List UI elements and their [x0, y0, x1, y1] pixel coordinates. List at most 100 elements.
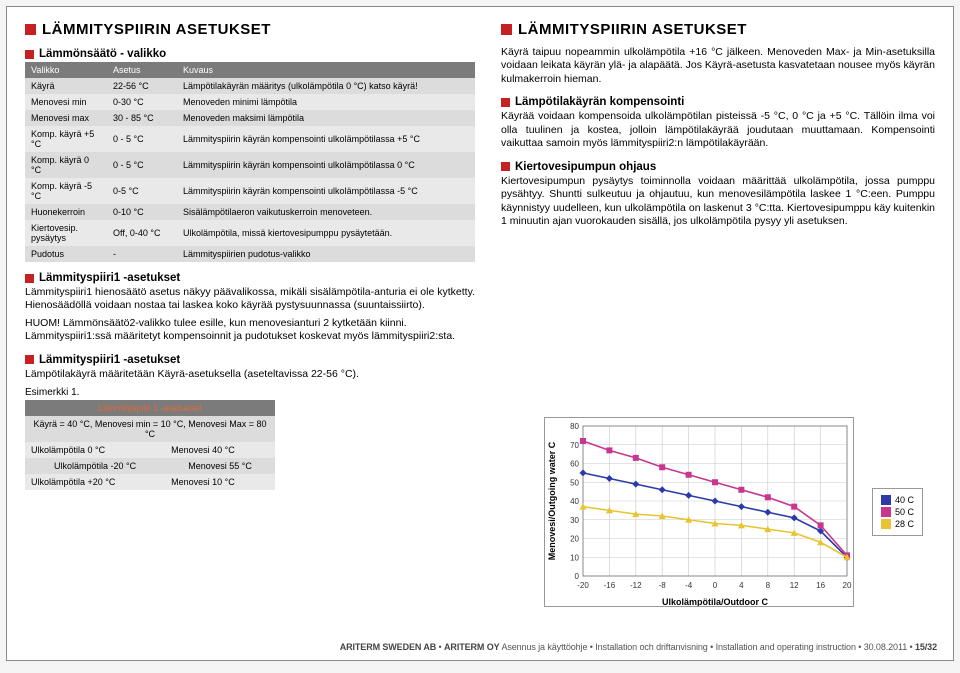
legend-swatch	[881, 519, 891, 529]
ex-sub: Käyrä = 40 °C, Menovesi min = 10 °C, Men…	[25, 416, 275, 442]
page-footer: ARITERM SWEDEN AB • ARITERM OY Asennus j…	[340, 642, 937, 652]
table-cell: Komp. käyrä +5 °C	[25, 126, 107, 152]
table-cell: Ulkolämpötila, missä kiertovesipumppu py…	[177, 220, 475, 246]
red-square-icon	[501, 24, 512, 35]
table-cell: Menovesi 40 °C	[165, 442, 275, 458]
table-cell: Komp. käyrä 0 °C	[25, 152, 107, 178]
svg-text:0: 0	[713, 581, 718, 590]
legend-label: 28 C	[895, 519, 914, 529]
svg-text:50: 50	[570, 478, 579, 487]
table-cell: Lämmityspiirien pudotus-valikko	[177, 246, 475, 262]
table-cell: Menovesi 10 °C	[165, 474, 275, 490]
table-header-row: Valikko Asetus Kuvaus	[25, 62, 475, 78]
table-cell: 22-56 °C	[107, 78, 177, 94]
page: LÄMMITYSPIIRIN ASETUKSET Lämmönsäätö - v…	[6, 6, 954, 661]
table-cell: 0-30 °C	[107, 94, 177, 110]
svg-text:Ulkolämpötila/Outdoor C: Ulkolämpötila/Outdoor C	[662, 597, 769, 607]
svg-text:10: 10	[570, 553, 579, 562]
table-cell: Ulkolämpötila -20 °C	[25, 458, 165, 474]
right-s1-title: Lämpötilakäyrän kompensointi	[501, 96, 935, 108]
table-row: Huonekerroin0-10 °CSisälämpötilaeron vai…	[25, 204, 475, 220]
right-p1: Käyrä taipuu nopeammin ulkolämpötila +16…	[501, 46, 935, 86]
legend-item: 28 C	[881, 519, 914, 529]
header-right: LÄMMITYSPIIRIN ASETUKSET	[501, 21, 935, 38]
footer-b: ARITERM OY	[444, 642, 500, 652]
right-s2-body: Kiertovesipumpun pysäytys toiminnolla vo…	[501, 175, 935, 229]
svg-text:-4: -4	[685, 581, 693, 590]
svg-text:20: 20	[843, 581, 852, 590]
legend-label: 40 C	[895, 495, 914, 505]
table-cell: 0 - 5 °C	[107, 126, 177, 152]
table-cell: 0-5 °C	[107, 178, 177, 204]
table-row: Ulkolämpötila -20 °CMenovesi 55 °C	[25, 458, 275, 474]
example-table: Lämmityspiiri 1 -asetukset Käyrä = 40 °C…	[25, 400, 275, 490]
svg-text:-8: -8	[659, 581, 667, 590]
svg-text:30: 30	[570, 516, 579, 525]
right-s1-body: Käyrää voidaan kompensoida ulkolämpötila…	[501, 110, 935, 150]
table-row: Menovesi max30 - 85 °CMenoveden maksimi …	[25, 110, 475, 126]
section1-title-text: Lämmityspiiri1 -asetukset	[39, 272, 180, 284]
table-row: Ulkolämpötila 0 °CMenovesi 40 °C	[25, 442, 275, 458]
svg-text:20: 20	[570, 535, 579, 544]
legend-item: 40 C	[881, 495, 914, 505]
table-cell: Menovesi max	[25, 110, 107, 126]
section2-body: Lämpötilakäyrä määritetään Käyrä-asetuks…	[25, 368, 475, 381]
svg-text:60: 60	[570, 460, 579, 469]
table-cell: Lämmityspiirin käyrän kompensointi ulkol…	[177, 126, 475, 152]
line-chart: 01020304050607080-20-16-12-8-4048121620U…	[544, 417, 854, 607]
svg-text:Menovesi/Outgoing water C: Menovesi/Outgoing water C	[547, 441, 557, 560]
table-row: Komp. käyrä -5 °C0-5 °CLämmityspiirin kä…	[25, 178, 475, 204]
table-cell: Lämmityspiirin käyrän kompensointi ulkol…	[177, 178, 475, 204]
red-square-icon	[25, 355, 34, 364]
section2-title: Lämmityspiiri1 -asetukset	[25, 354, 475, 366]
settings-table: Valikko Asetus Kuvaus Käyrä22-56 °CLämpö…	[25, 62, 475, 262]
ex-header: Lämmityspiiri 1 -asetukset	[25, 400, 275, 416]
col-kuvaus: Kuvaus	[177, 62, 475, 78]
table-cell: Sisälämpötilaeron vaikutuskerroin menove…	[177, 204, 475, 220]
table-row: Käyrä22-56 °CLämpötilakäyrän määritys (u…	[25, 78, 475, 94]
svg-text:70: 70	[570, 441, 579, 450]
table-row: Komp. käyrä 0 °C0 - 5 °CLämmityspiirin k…	[25, 152, 475, 178]
svg-text:8: 8	[766, 581, 771, 590]
right-s2-title-text: Kiertovesipumpun ohjaus	[515, 161, 656, 173]
table-cell: 0 - 5 °C	[107, 152, 177, 178]
table-cell: Ulkolämpötila +20 °C	[25, 474, 165, 490]
svg-text:-20: -20	[577, 581, 589, 590]
svg-text:80: 80	[570, 422, 579, 431]
table-row: Kiertovesip. pysäytysOff, 0-40 °CUlkoläm…	[25, 220, 475, 246]
table-row: Ulkolämpötila +20 °CMenovesi 10 °C	[25, 474, 275, 490]
section1-body: Lämmityspiiri1 hienosäätö asetus näkyy p…	[25, 286, 475, 313]
table-cell: Pudotus	[25, 246, 107, 262]
footer-c: Asennus ja käyttöohje • Installation och…	[501, 642, 855, 652]
huom-note: HUOM! Lämmönsäätö2-valikko tulee esille,…	[25, 317, 475, 344]
red-square-icon	[25, 50, 34, 59]
esimerkki-label: Esimerkki 1.	[25, 387, 475, 398]
legend-item: 50 C	[881, 507, 914, 517]
header-right-text: LÄMMITYSPIIRIN ASETUKSET	[518, 21, 747, 38]
table-cell: Lämpötilakäyrän määritys (ulkolämpötila …	[177, 78, 475, 94]
footer-d: 30.08.2011	[864, 642, 907, 652]
red-square-icon	[501, 98, 510, 107]
col-asetus: Asetus	[107, 62, 177, 78]
left-column: LÄMMITYSPIIRIN ASETUKSET Lämmönsäätö - v…	[25, 21, 475, 490]
col-valikko: Valikko	[25, 62, 107, 78]
chart-area: 01020304050607080-20-16-12-8-4048121620U…	[544, 417, 923, 607]
svg-text:40: 40	[570, 497, 579, 506]
table-row: Pudotus-Lämmityspiirien pudotus-valikko	[25, 246, 475, 262]
right-s1-title-text: Lämpötilakäyrän kompensointi	[515, 96, 684, 108]
header-left-text: LÄMMITYSPIIRIN ASETUKSET	[42, 21, 271, 38]
table-cell: Kiertovesip. pysäytys	[25, 220, 107, 246]
red-square-icon	[25, 24, 36, 35]
valikko-title: Lämmönsäätö - valikko	[25, 48, 475, 60]
table-cell: Käyrä	[25, 78, 107, 94]
table-cell: Menovesi min	[25, 94, 107, 110]
chart-legend: 40 C 50 C 28 C	[872, 488, 923, 536]
table-cell: 30 - 85 °C	[107, 110, 177, 126]
svg-text:-16: -16	[604, 581, 616, 590]
red-square-icon	[25, 274, 34, 283]
table-row: Komp. käyrä +5 °C0 - 5 °CLämmityspiirin …	[25, 126, 475, 152]
svg-text:0: 0	[575, 572, 580, 581]
svg-text:-12: -12	[630, 581, 642, 590]
table-row: Menovesi min0-30 °CMenoveden minimi lämp…	[25, 94, 475, 110]
table-cell: Huonekerroin	[25, 204, 107, 220]
